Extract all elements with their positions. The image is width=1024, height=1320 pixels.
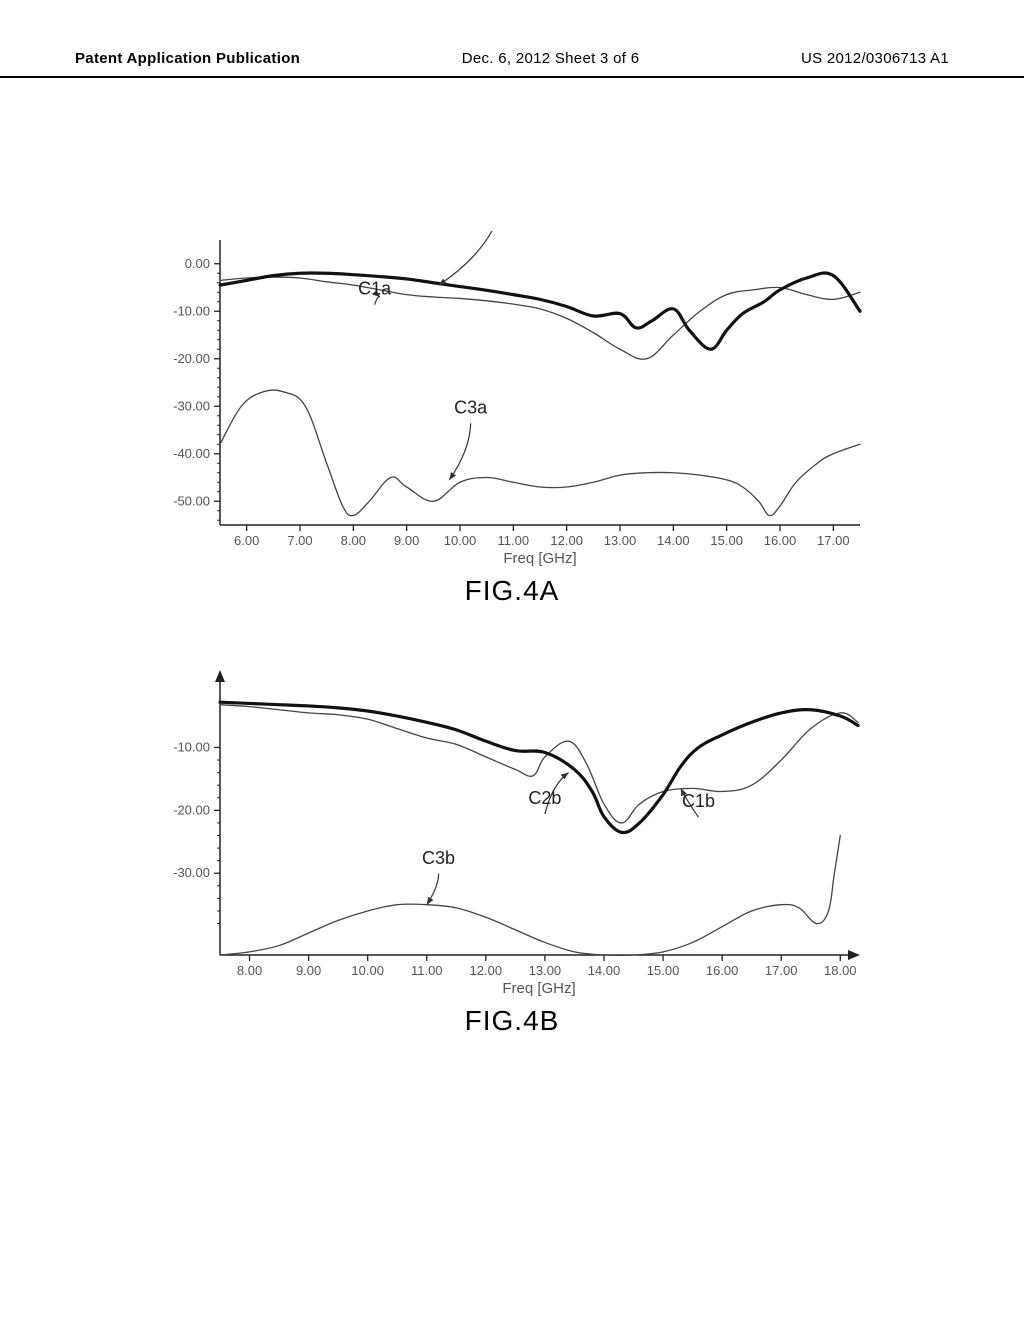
annotation-C3a: C3a bbox=[454, 397, 488, 417]
svg-text:-20.00: -20.00 bbox=[173, 802, 210, 817]
svg-text:16.00: 16.00 bbox=[764, 533, 797, 548]
svg-text:11.00: 11.00 bbox=[411, 963, 443, 978]
annotation-C1a: C1a bbox=[358, 279, 392, 299]
annotation-C1b: C1b bbox=[682, 791, 715, 811]
svg-text:10.00: 10.00 bbox=[444, 533, 477, 548]
svg-text:9.00: 9.00 bbox=[394, 533, 419, 548]
svg-text:Freq [GHz]: Freq [GHz] bbox=[503, 550, 576, 567]
svg-text:11.00: 11.00 bbox=[498, 533, 530, 548]
figure-4b-caption: FIG.4B bbox=[0, 1005, 1024, 1037]
svg-text:-50.00: -50.00 bbox=[173, 493, 210, 508]
series-C1a bbox=[220, 277, 860, 359]
svg-text:-10.00: -10.00 bbox=[173, 739, 210, 754]
svg-text:-40.00: -40.00 bbox=[173, 446, 210, 461]
svg-text:-30.00: -30.00 bbox=[173, 398, 210, 413]
svg-text:14.00: 14.00 bbox=[657, 533, 690, 548]
svg-text:17.00: 17.00 bbox=[817, 533, 850, 548]
svg-text:10.00: 10.00 bbox=[351, 963, 384, 978]
patent-header: Patent Application Publication Dec. 6, 2… bbox=[0, 50, 1024, 78]
svg-text:-30.00: -30.00 bbox=[173, 865, 210, 880]
svg-text:12.00: 12.00 bbox=[550, 533, 583, 548]
svg-text:6.00: 6.00 bbox=[234, 533, 259, 548]
series-C3a bbox=[220, 390, 860, 516]
svg-text:-10.00: -10.00 bbox=[173, 303, 210, 318]
svg-text:Freq [GHz]: Freq [GHz] bbox=[502, 980, 575, 997]
header-middle: Dec. 6, 2012 Sheet 3 of 6 bbox=[462, 50, 640, 70]
chart-4b-svg: -10.00 -20.00 -30.00 8.00 9.00 10.00 11.00 12.0… bbox=[150, 660, 870, 1000]
svg-text:13.00: 13.00 bbox=[604, 533, 637, 548]
series-C2a bbox=[220, 273, 860, 349]
figure-4b: -10.00 -20.00 -30.00 8.00 9.00 10.00 11.00 12.0… bbox=[150, 660, 870, 1000]
header-right: US 2012/0306713 A1 bbox=[801, 50, 949, 70]
figure-4a: 0.00 -10.00 -20.00 -30.00 -40.00 -50.00 6.00 7.… bbox=[150, 230, 870, 570]
series-C3b bbox=[220, 836, 840, 956]
svg-text:7.00: 7.00 bbox=[287, 533, 312, 548]
annotation-C2b: C2b bbox=[528, 788, 561, 808]
svg-text:0.00: 0.00 bbox=[185, 256, 210, 271]
annotation-C3b: C3b bbox=[422, 848, 455, 868]
figure-4a-caption: FIG.4A bbox=[0, 575, 1024, 607]
svg-text:-20.00: -20.00 bbox=[173, 351, 210, 366]
svg-text:16.00: 16.00 bbox=[706, 963, 739, 978]
svg-text:17.00: 17.00 bbox=[765, 963, 798, 978]
svg-text:13.00: 13.00 bbox=[529, 963, 562, 978]
svg-text:8.00: 8.00 bbox=[341, 533, 366, 548]
svg-text:12.00: 12.00 bbox=[470, 963, 503, 978]
svg-text:15.00: 15.00 bbox=[710, 533, 743, 548]
svg-text:8.00: 8.00 bbox=[237, 963, 262, 978]
svg-text:14.00: 14.00 bbox=[588, 963, 621, 978]
svg-text:9.00: 9.00 bbox=[296, 963, 321, 978]
header-left: Patent Application Publication bbox=[75, 50, 300, 70]
svg-text:15.00: 15.00 bbox=[647, 963, 680, 978]
svg-text:18.00: 18.00 bbox=[824, 963, 857, 978]
chart-4a-svg: 0.00 -10.00 -20.00 -30.00 -40.00 -50.00 6.00 7.… bbox=[150, 230, 870, 570]
